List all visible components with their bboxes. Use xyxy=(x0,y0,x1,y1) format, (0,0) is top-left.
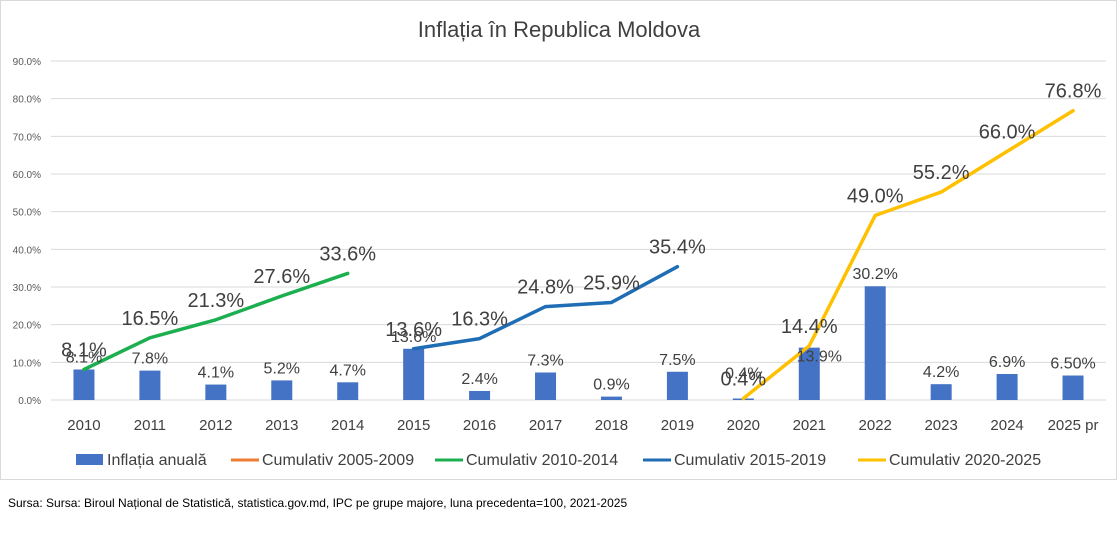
chart-frame: Inflația în Republica Moldova 8.1% 7.8% 4.… xyxy=(0,0,1117,480)
x-tick-label: 2010 xyxy=(67,417,100,434)
chart-title: Inflația în Republica Moldova xyxy=(418,17,701,42)
line-data-label: 0.4% xyxy=(721,368,767,390)
bar-data-label: 0.9% xyxy=(593,377,629,394)
series-line xyxy=(82,271,350,372)
x-tick-label: 2015 xyxy=(397,417,430,434)
legend-label: Cumulativ 2020-2025 xyxy=(889,452,1041,469)
bar xyxy=(798,347,820,400)
line-data-label: 16.5% xyxy=(122,308,179,330)
bar-data-label: 0.4% xyxy=(725,365,761,382)
line-data-label: 24.8% xyxy=(517,277,574,299)
legend-label: Cumulativ 2015-2019 xyxy=(674,452,826,469)
grid-layer xyxy=(51,60,1106,401)
line-data-label: 27.6% xyxy=(253,266,310,288)
bar-data-label: 4.1% xyxy=(198,365,234,382)
bar-data-label: 8.1% xyxy=(66,349,102,366)
bar xyxy=(403,348,425,400)
x-tick-label: 2011 xyxy=(134,417,166,434)
line-data-label: 66.0% xyxy=(979,121,1036,143)
line-data-label: 13.6% xyxy=(385,319,442,341)
y-tick-label: 60.0% xyxy=(13,170,41,181)
line-data-label: 8.1% xyxy=(61,339,107,361)
bar xyxy=(139,370,161,400)
bar xyxy=(600,396,622,400)
line-data-label: 76.8% xyxy=(1045,81,1102,103)
bar xyxy=(535,372,557,400)
line-data-label: 25.9% xyxy=(583,272,640,294)
x-tick-label: 2012 xyxy=(199,417,232,434)
y-tick-label: 80.0% xyxy=(13,95,41,106)
labels-layer: 8.1% 7.8% 4.1% 5.2% 4.7% 13.6% 2.4% 7.3% 0.9% 7.5… xyxy=(61,81,1101,394)
series-line xyxy=(411,264,680,351)
bar xyxy=(469,390,491,400)
line-data-label: 35.4% xyxy=(649,237,706,259)
x-tick-label: 2013 xyxy=(265,417,298,434)
bar xyxy=(205,384,227,400)
series-line xyxy=(741,108,1075,401)
bar-data-label: 6.50% xyxy=(1050,356,1095,373)
bar-data-label: 4.2% xyxy=(923,364,959,381)
legend-label: Cumulativ 2010-2014 xyxy=(466,452,618,469)
bar-data-label: 4.7% xyxy=(329,362,365,379)
line-data-label: 49.0% xyxy=(847,185,904,207)
line-data-label: 33.6% xyxy=(319,243,376,265)
bar-data-label: 7.8% xyxy=(132,351,168,368)
legend-label: Cumulativ 2005-2009 xyxy=(262,452,414,469)
line-data-label: 21.3% xyxy=(187,290,244,312)
bar-data-label: 2.4% xyxy=(461,371,497,388)
y-tick-label: 70.0% xyxy=(13,132,41,143)
y-tick-label: 50.0% xyxy=(13,208,41,219)
x-tick-label: 2016 xyxy=(463,417,496,434)
inflation-chart: Inflația în Republica Moldova 8.1% 7.8% 4.… xyxy=(13,17,1106,469)
y-tick-label: 40.0% xyxy=(13,245,41,256)
x-tick-label: 2020 xyxy=(727,417,760,434)
y-tick-label: 10.0% xyxy=(13,358,41,369)
x-tick-label: 2019 xyxy=(661,417,694,434)
line-data-label: 14.4% xyxy=(781,316,838,338)
bar xyxy=(864,286,886,400)
x-tick-label: 2022 xyxy=(859,417,892,434)
y-tick-label: 20.0% xyxy=(13,321,41,332)
bar-data-label: 7.3% xyxy=(527,353,563,370)
legend-swatch xyxy=(76,454,103,465)
x-tick-label: 2023 xyxy=(924,417,957,434)
legend: Inflația anuală Cumulativ 2005-2009 Cumula… xyxy=(76,452,1041,469)
x-tick-label: 2014 xyxy=(331,417,364,434)
bar-data-label: 13.9% xyxy=(797,349,842,366)
bar-data-label: 6.9% xyxy=(989,354,1025,371)
bar xyxy=(271,380,293,400)
source-note: Sursa: Sursa: Biroul Național de Statist… xyxy=(8,496,628,510)
bar xyxy=(996,374,1018,400)
bar xyxy=(1062,375,1084,400)
y-tick-label: 30.0% xyxy=(13,283,41,294)
line-data-label: 55.2% xyxy=(913,162,970,184)
bar-data-label: 13.6% xyxy=(391,329,436,346)
bar-data-label: 7.5% xyxy=(659,352,695,369)
line-data-label: 16.3% xyxy=(451,309,508,331)
x-tick-label: 2017 xyxy=(529,417,562,434)
legend-label: Inflația anuală xyxy=(107,452,207,469)
y-tick-label: 0.0% xyxy=(18,396,41,407)
bar xyxy=(666,371,688,400)
bar xyxy=(73,369,95,400)
x-tick-label: 2024 xyxy=(990,417,1023,434)
y-tick-label: 90.0% xyxy=(13,57,41,68)
axis-layer: 0.0% 10.0% 20.0% 30.0% 40.0% 50.0% 60.0% 70.0% 8… xyxy=(13,57,1099,434)
bar-data-label: 30.2% xyxy=(853,266,898,283)
bar xyxy=(930,384,952,400)
bar xyxy=(337,382,359,400)
x-tick-label: 2021 xyxy=(793,417,826,434)
bar-data-label: 5.2% xyxy=(264,360,300,377)
x-tick-label: 2025 pr xyxy=(1048,417,1099,434)
bars-layer xyxy=(73,286,1084,400)
x-tick-label: 2018 xyxy=(595,417,628,434)
lines-layer xyxy=(82,108,1075,401)
